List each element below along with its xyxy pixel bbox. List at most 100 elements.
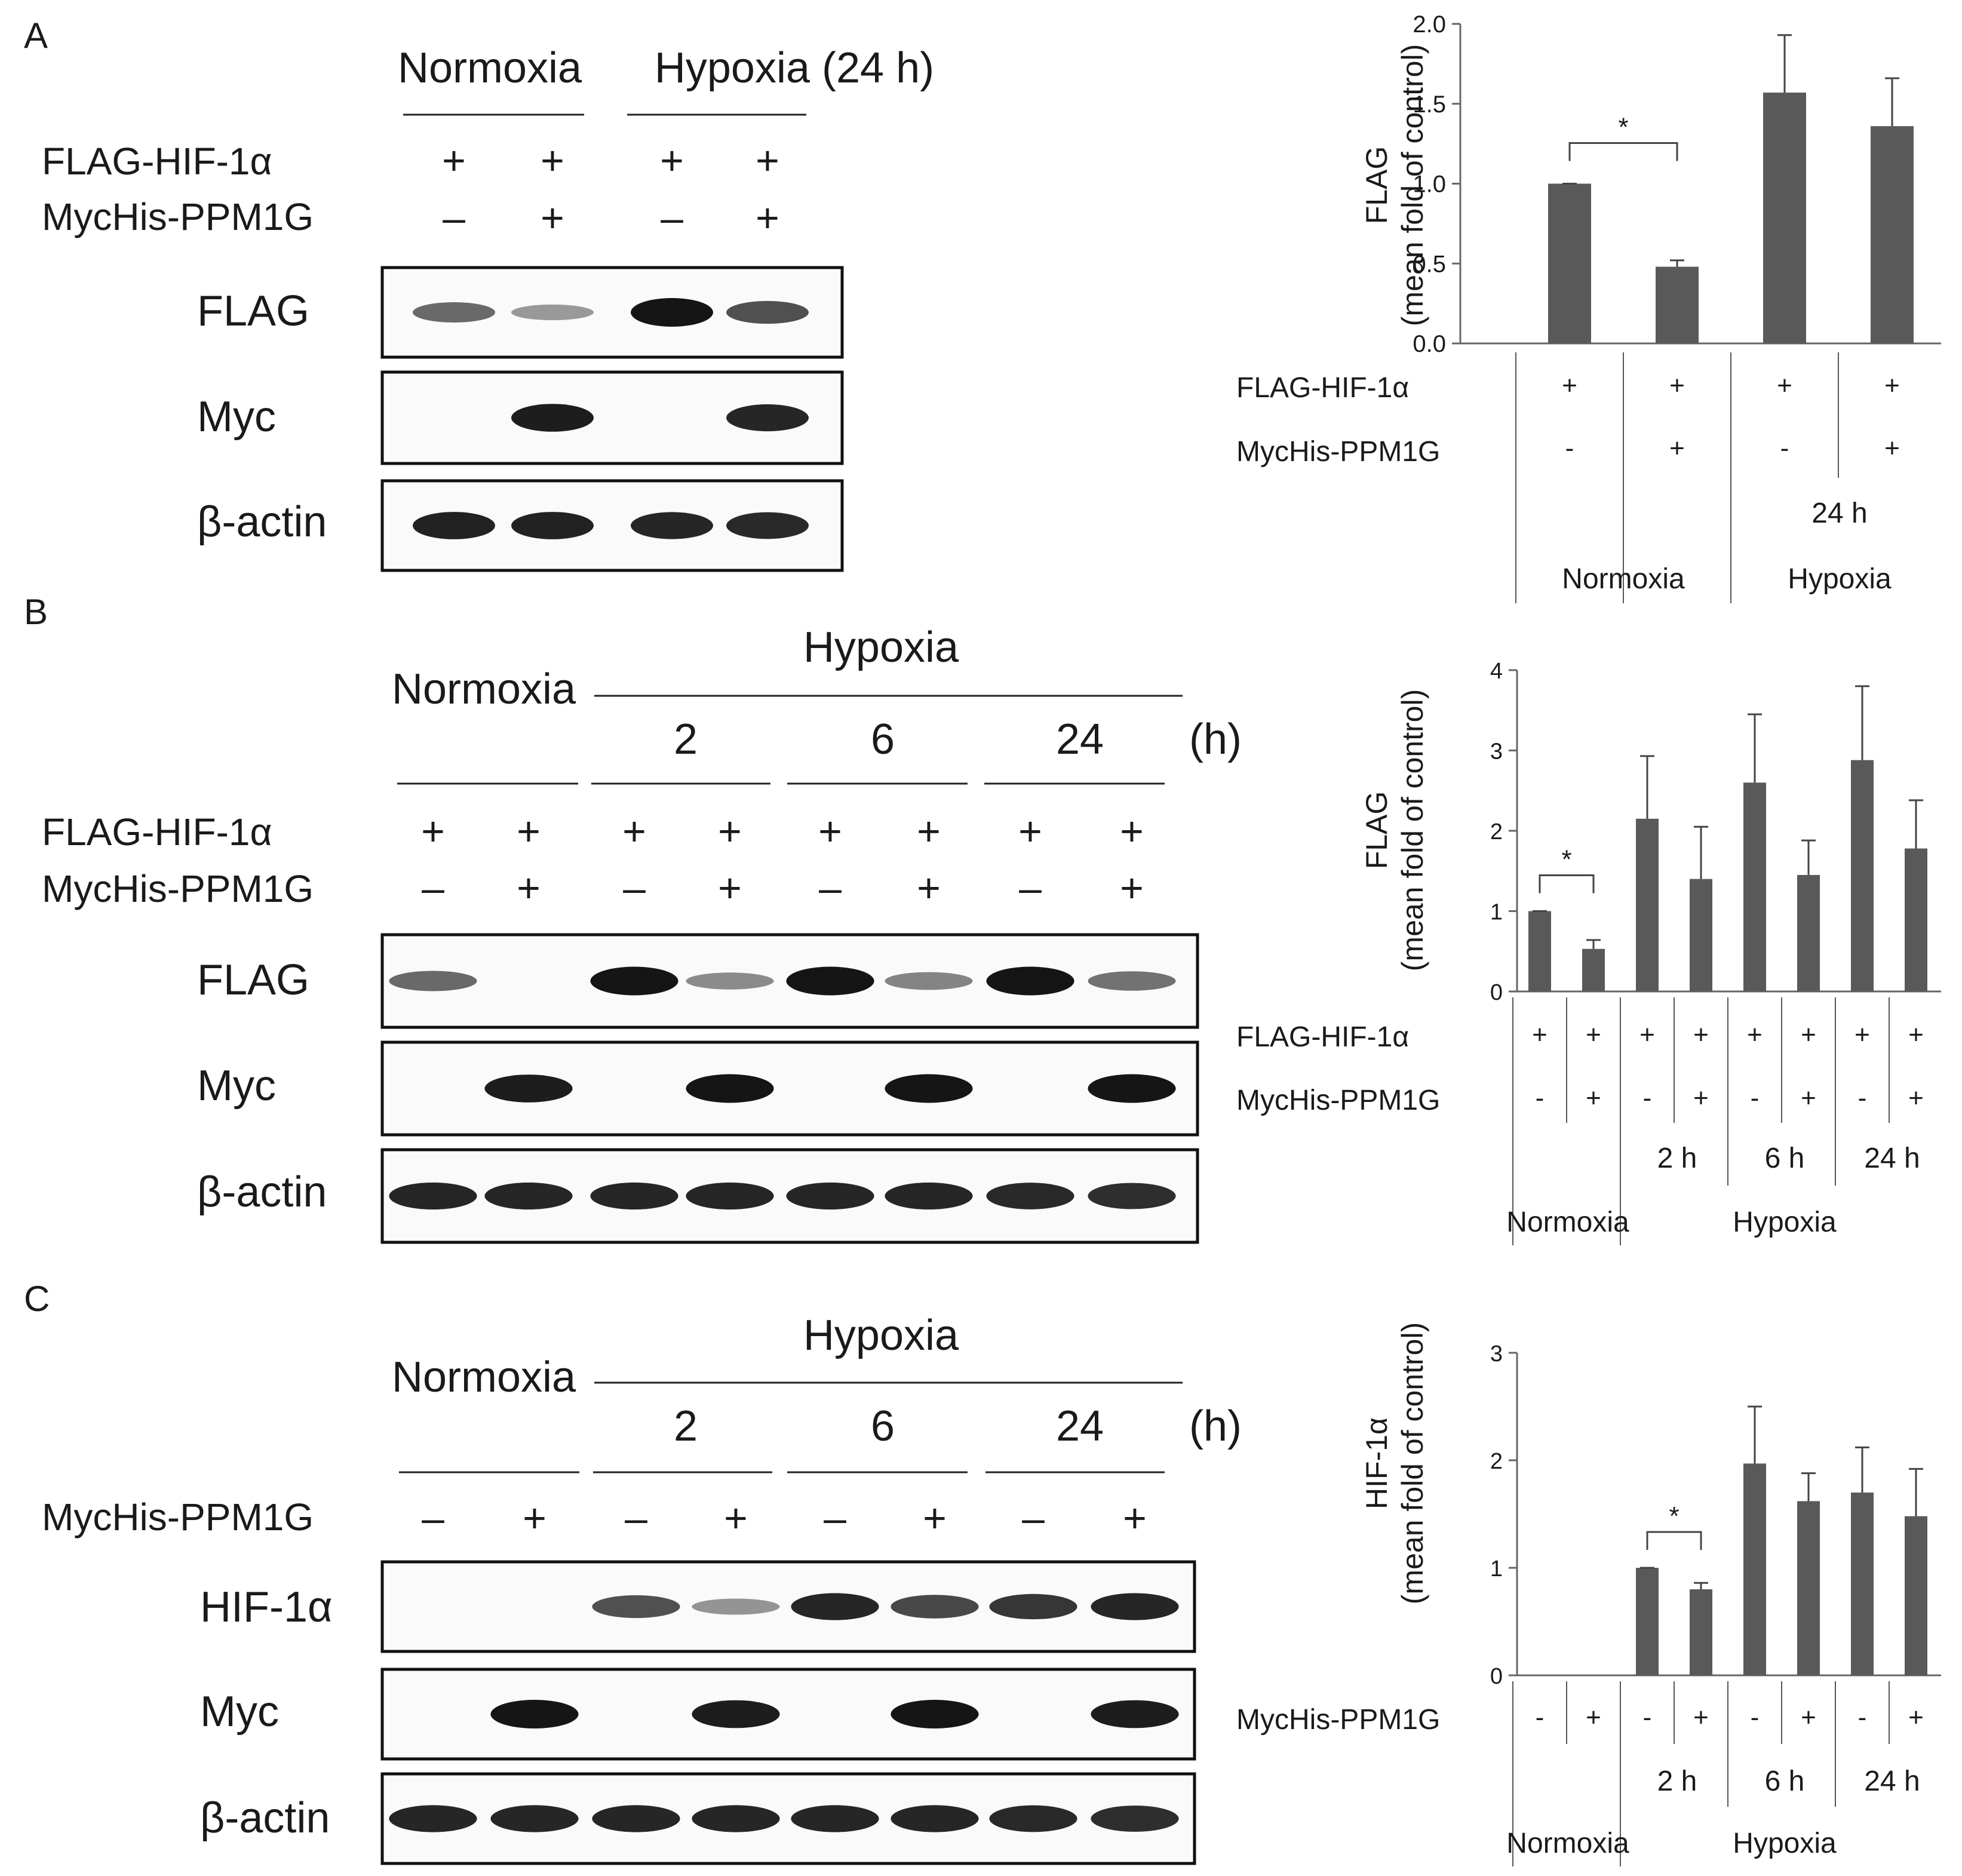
blot-band bbox=[484, 1074, 573, 1103]
row-sign: - bbox=[1536, 1083, 1545, 1113]
row-sign: + bbox=[1801, 1083, 1816, 1113]
blot-band bbox=[726, 404, 809, 432]
blot-band bbox=[389, 1805, 477, 1832]
blot-frame-hif bbox=[380, 1560, 1196, 1653]
chart-ylabel-sub: (mean fold of control) bbox=[1396, 1322, 1429, 1604]
row-label-mychis: MycHis-PPM1G bbox=[1236, 1704, 1440, 1736]
time-label-24: 24 bbox=[1056, 716, 1104, 763]
bar bbox=[1763, 93, 1806, 343]
bar bbox=[1743, 1463, 1766, 1675]
blot-band bbox=[413, 512, 495, 539]
blot-band bbox=[511, 304, 594, 321]
treatment-sign: + bbox=[724, 1496, 748, 1541]
treatment-sign: – bbox=[623, 865, 646, 911]
panel-letter-c: C bbox=[24, 1279, 50, 1319]
blot-band bbox=[692, 1598, 780, 1615]
blot-bands-actin bbox=[389, 1182, 1176, 1210]
condition-label-hypoxia: Hypoxia bbox=[803, 1312, 959, 1359]
chart-plot: 0 1 2 3 * - + - + - + - + bbox=[1490, 1341, 1941, 1866]
blot-band bbox=[692, 1805, 780, 1832]
time-label-2h: 2 h bbox=[1657, 1143, 1697, 1174]
y-tick-label: 0.5 bbox=[1413, 251, 1446, 277]
time-unit: (h) bbox=[1189, 1402, 1242, 1450]
row-sign: + bbox=[1693, 1083, 1709, 1113]
blot-label-flag: FLAG bbox=[197, 287, 309, 335]
blot-band bbox=[692, 1700, 780, 1728]
chart-ylabel: FLAG bbox=[1360, 791, 1393, 870]
panel-letter-a: A bbox=[24, 16, 48, 56]
blot-band bbox=[1091, 1700, 1179, 1728]
blot-band bbox=[686, 972, 774, 990]
treatment-signs: – + – + – + – + bbox=[422, 1496, 1147, 1541]
blot-band bbox=[490, 1700, 579, 1728]
row-label-mychis: MycHis-PPM1G bbox=[1236, 436, 1440, 468]
time-label-24h: 24 h bbox=[1864, 1143, 1920, 1174]
chart-ylabel-sub: (mean fold of control) bbox=[1396, 689, 1429, 971]
blot-bands-actin bbox=[389, 1805, 1179, 1832]
time-label-6h: 6 h bbox=[1765, 1143, 1805, 1174]
blot-band bbox=[791, 1805, 879, 1832]
chart-ylabel: FLAG bbox=[1360, 146, 1393, 225]
panel-b-blot: Hypoxia Normoxia 2 6 24 (h) FLAG-HIF-1α … bbox=[42, 624, 1242, 1244]
blot-label-actin: β-actin bbox=[200, 1794, 330, 1842]
treatment-sign: + bbox=[1120, 865, 1144, 911]
blot-band bbox=[891, 1805, 979, 1832]
bar bbox=[1851, 760, 1874, 991]
treatment-sign: – bbox=[1022, 1496, 1045, 1541]
bar bbox=[1797, 1501, 1820, 1675]
condition-label-normoxia: Normoxia bbox=[398, 44, 582, 92]
blot-band bbox=[989, 1805, 1077, 1832]
treatment-sign: + bbox=[718, 865, 742, 911]
treatment-sign: – bbox=[824, 1496, 846, 1541]
treatment-label-flag-hif: FLAG-HIF-1α bbox=[42, 810, 272, 853]
blot-band bbox=[389, 971, 477, 991]
treatment-sign: + bbox=[1123, 1496, 1147, 1541]
blot-band bbox=[389, 1182, 477, 1210]
blot-band bbox=[590, 1182, 678, 1210]
blot-band bbox=[590, 966, 678, 996]
condition-label-hypoxia: Hypoxia bbox=[1733, 1206, 1837, 1238]
treatment-sign: – bbox=[661, 195, 683, 241]
blot-band bbox=[686, 1182, 774, 1210]
blot-band bbox=[891, 1700, 979, 1728]
y-tick-label: 2 bbox=[1490, 819, 1503, 845]
significance-bracket bbox=[1568, 142, 1678, 161]
blot-band bbox=[786, 1182, 874, 1210]
blot-band bbox=[885, 1074, 973, 1103]
panel-c-blot: Hypoxia Normoxia 2 6 24 (h) MycHis-PPM1G… bbox=[42, 1312, 1242, 1865]
blot-bands-myc bbox=[490, 1700, 1179, 1728]
condition-label-normoxia: Normoxia bbox=[1506, 1206, 1629, 1238]
y-tick-label: 2 bbox=[1490, 1449, 1503, 1474]
panel-a-blot: Normoxia Hypoxia (24 h) FLAG-HIF-1α MycH… bbox=[42, 44, 934, 572]
blot-band bbox=[592, 1805, 680, 1832]
blot-label-myc: Myc bbox=[197, 393, 276, 441]
significance-star: * bbox=[1669, 1502, 1679, 1531]
blot-label-actin: β-actin bbox=[197, 498, 327, 546]
blot-band bbox=[986, 966, 1074, 996]
treatment-sign: + bbox=[442, 138, 466, 183]
row-sign: - bbox=[1565, 434, 1574, 463]
time-label-2: 2 bbox=[674, 716, 698, 763]
row-sign: - bbox=[1643, 1703, 1652, 1732]
blot-band bbox=[791, 1593, 879, 1620]
time-label-2h: 2 h bbox=[1657, 1766, 1697, 1797]
treatment-sign: + bbox=[622, 809, 646, 854]
panel-b: B Hypoxia Normoxia 2 6 24 (h) FLAG-HIF-1… bbox=[24, 592, 1941, 1245]
blot-band bbox=[986, 1183, 1074, 1209]
treatment-sign: + bbox=[917, 865, 941, 911]
treatment-sign: – bbox=[422, 1496, 444, 1541]
time-label-2: 2 bbox=[674, 1402, 698, 1450]
row-sign: + bbox=[1562, 371, 1577, 400]
bar bbox=[1582, 948, 1605, 991]
bar bbox=[1656, 266, 1699, 343]
blot-label-myc: Myc bbox=[197, 1062, 276, 1110]
blot-label-hif: HIF-1α bbox=[200, 1583, 333, 1631]
blot-band bbox=[885, 1182, 973, 1210]
bar bbox=[1797, 874, 1820, 991]
treatment-sign: + bbox=[523, 1496, 546, 1541]
time-label-6: 6 bbox=[871, 716, 895, 763]
treatment-signs: + + + + – + – + bbox=[442, 138, 779, 241]
treatment-sign: + bbox=[756, 195, 779, 241]
blot-band bbox=[631, 512, 713, 539]
treatment-sign: – bbox=[625, 1496, 647, 1541]
